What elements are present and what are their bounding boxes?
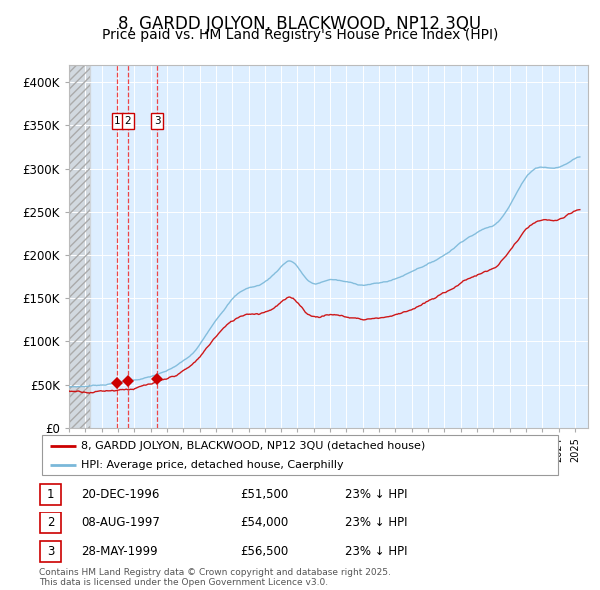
Text: 28-MAY-1999: 28-MAY-1999 (81, 545, 158, 558)
Text: 8, GARDD JOLYON, BLACKWOOD, NP12 3QU (detached house): 8, GARDD JOLYON, BLACKWOOD, NP12 3QU (de… (80, 441, 425, 451)
Text: 1: 1 (47, 488, 54, 501)
Text: 2: 2 (47, 516, 54, 529)
Text: £54,000: £54,000 (240, 516, 288, 529)
Text: 2: 2 (125, 116, 131, 126)
Text: £56,500: £56,500 (240, 545, 288, 558)
FancyBboxPatch shape (40, 541, 61, 562)
Text: 08-AUG-1997: 08-AUG-1997 (81, 516, 160, 529)
Text: 23% ↓ HPI: 23% ↓ HPI (345, 488, 407, 501)
Text: Contains HM Land Registry data © Crown copyright and database right 2025.
This d: Contains HM Land Registry data © Crown c… (39, 568, 391, 587)
Bar (69, 65, 90, 428)
Text: 3: 3 (154, 116, 161, 126)
FancyBboxPatch shape (40, 512, 61, 533)
FancyBboxPatch shape (42, 435, 558, 475)
Text: HPI: Average price, detached house, Caerphilly: HPI: Average price, detached house, Caer… (80, 460, 343, 470)
Text: 8, GARDD JOLYON, BLACKWOOD, NP12 3QU: 8, GARDD JOLYON, BLACKWOOD, NP12 3QU (118, 15, 482, 33)
Text: 23% ↓ HPI: 23% ↓ HPI (345, 516, 407, 529)
FancyBboxPatch shape (40, 484, 61, 505)
Text: Price paid vs. HM Land Registry's House Price Index (HPI): Price paid vs. HM Land Registry's House … (102, 28, 498, 42)
Text: 23% ↓ HPI: 23% ↓ HPI (345, 545, 407, 558)
Bar (69, 65, 90, 428)
Text: 1: 1 (114, 116, 121, 126)
Text: 20-DEC-1996: 20-DEC-1996 (81, 488, 160, 501)
Text: £51,500: £51,500 (240, 488, 288, 501)
Text: 3: 3 (47, 545, 54, 558)
